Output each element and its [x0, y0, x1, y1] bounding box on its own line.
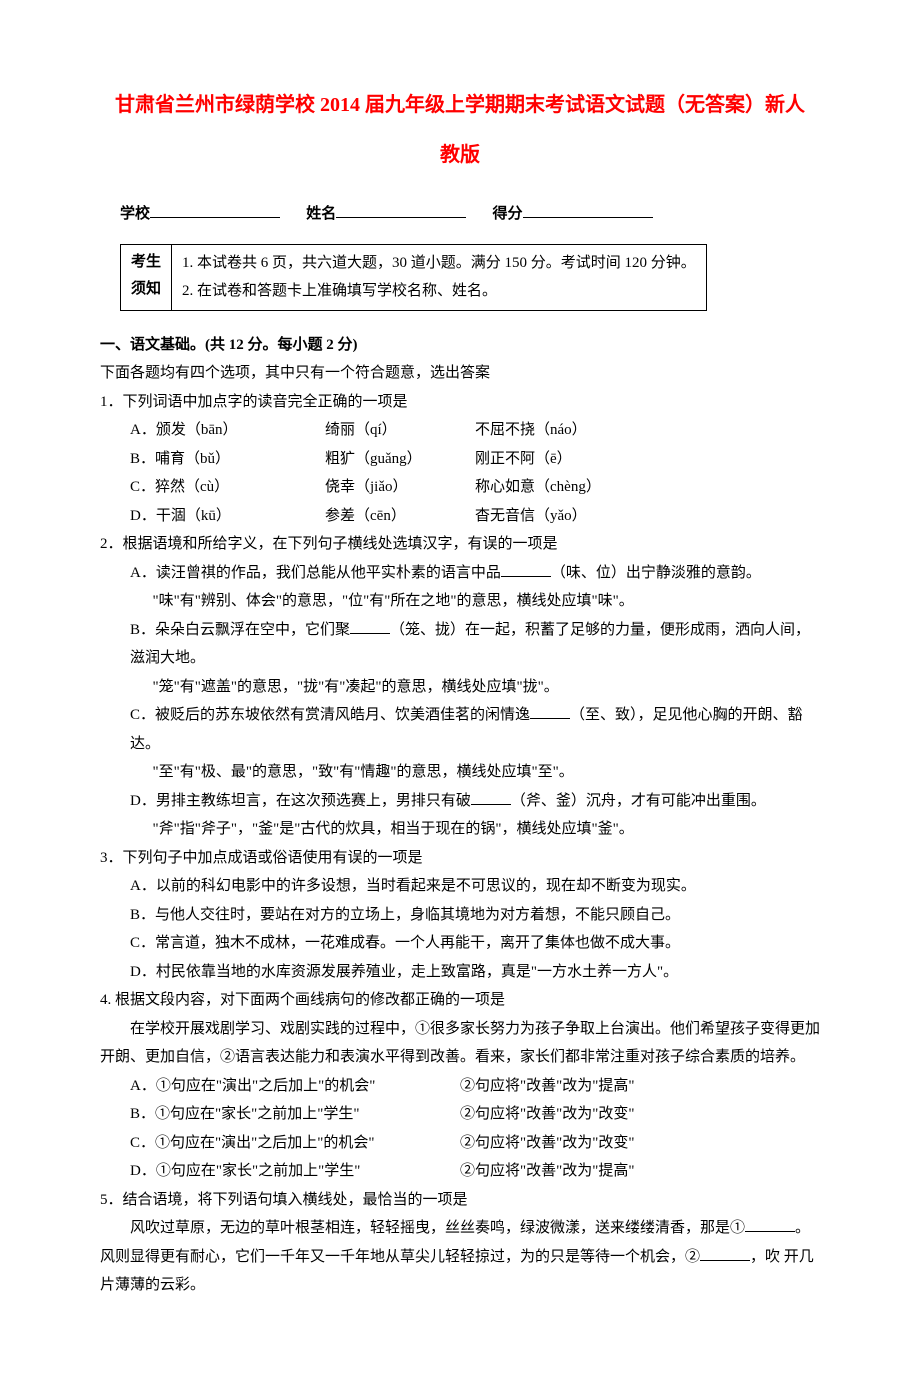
notice-item-1: 1. 本试卷共 6 页，共六道大题，30 道小题。满分 150 分。考试时间 1… — [182, 249, 696, 278]
q1-option-d: D．干涸（kū）参差（cēn）杳无音信（yǎo） — [100, 502, 820, 531]
section-1-intro: 下面各题均有四个选项，其中只有一个符合题意，选出答案 — [100, 359, 820, 388]
q2-a-hint: "味"有"辨别、体会"的意思，"位"有"所在之地"的意思，横线处应填"味"。 — [100, 587, 820, 616]
q1-stem: 1．下列词语中加点字的读音完全正确的一项是 — [100, 388, 820, 417]
q3-option-c: C．常言道，独木不成林，一花难成春。一个人再能干，离开了集体也做不成大事。 — [100, 929, 820, 958]
q1-option-a: A．颁发（bān）绮丽（qí）不屈不挠（náo） — [100, 416, 820, 445]
q2-d-hint: "斧"指"斧子"，"釜"是"古代的炊具，相当于现在的锅"，横线处应填"釜"。 — [100, 815, 820, 844]
blank — [471, 789, 511, 805]
blank-score — [523, 202, 653, 218]
section-1-heading: 一、语文基础。(共 12 分。每小题 2 分) — [100, 331, 820, 360]
q3-option-a: A．以前的科幻电影中的许多设想，当时看起来是不可思议的，现在却不断变为现实。 — [100, 872, 820, 901]
blank — [350, 618, 390, 634]
q2-option-b: B．朵朵白云飘浮在空中，它们聚（笼、拢）在一起，积蓄了足够的力量，便形成雨，洒向… — [100, 616, 820, 673]
q5-passage: 风吹过草原，无边的草叶根茎相连，轻轻摇曳，丝丝奏鸣，绿波微漾，送来缕缕清香，那是… — [100, 1214, 820, 1300]
label-name: 姓名 — [306, 206, 336, 222]
q4-option-b: B．①句应在"家长"之前加上"学生"②句应将"改善"改为"改变" — [100, 1100, 820, 1129]
document-title: 甘肃省兰州市绿荫学校 2014 届九年级上学期期末考试语文试题（无答案）新人 教… — [100, 80, 820, 180]
title-line-2: 教版 — [100, 130, 820, 180]
q2-stem: 2．根据语境和所给字义，在下列句子横线处选填汉字，有误的一项是 — [100, 530, 820, 559]
blank — [530, 703, 570, 719]
title-line-1: 甘肃省兰州市绿荫学校 2014 届九年级上学期期末考试语文试题（无答案）新人 — [100, 80, 820, 130]
notice-label: 考生须知 — [121, 244, 172, 310]
q3-stem: 3．下列句子中加点成语或俗语使用有误的一项是 — [100, 844, 820, 873]
q2-option-c: C．被贬后的苏东坡依然有赏清风皓月、饮美酒佳茗的闲情逸（至、致），足见他心胸的开… — [100, 701, 820, 758]
q4-option-a: A．①句应在"演出"之后加上"的机会"②句应将"改善"改为"提高" — [100, 1072, 820, 1101]
q1-option-c: C．猝然（cù）侥幸（jiǎo）称心如意（chèng） — [100, 473, 820, 502]
q2-option-a: A．读汪曾祺的作品，我们总能从他平实朴素的语言中品（味、位）出宁静淡雅的意韵。 — [100, 559, 820, 588]
q1-option-b: B．哺育（bǔ）粗犷（guǎng）刚正不阿（ē） — [100, 445, 820, 474]
notice-table: 考生须知 1. 本试卷共 6 页，共六道大题，30 道小题。满分 150 分。考… — [120, 244, 707, 311]
notice-item-2: 2. 在试卷和答题卡上准确填写学校名称、姓名。 — [182, 277, 696, 306]
form-line: 学校 姓名 得分 — [120, 200, 800, 229]
blank-school — [150, 202, 280, 218]
q2-b-hint: "笼"有"遮盖"的意思，"拢"有"凑起"的意思，横线处应填"拢"。 — [100, 673, 820, 702]
q4-stem: 4. 根据文段内容，对下面两个画线病句的修改都正确的一项是 — [100, 986, 820, 1015]
q4-passage: 在学校开展戏剧学习、戏剧实践的过程中，①很多家长努力为孩子争取上台演出。他们希望… — [100, 1015, 820, 1072]
q2-option-d: D．男排主教练坦言，在这次预选赛上，男排只有破（斧、釜）沉舟，才有可能冲出重围。 — [100, 787, 820, 816]
q5-stem: 5．结合语境，将下列语句填入横线处，最恰当的一项是 — [100, 1186, 820, 1215]
q4-option-d: D．①句应在"家长"之前加上"学生"②句应将"改善"改为"提高" — [100, 1157, 820, 1186]
q2-c-hint: "至"有"极、最"的意思，"致"有"情趣"的意思，横线处应填"至"。 — [100, 758, 820, 787]
blank-name — [336, 202, 466, 218]
label-score: 得分 — [493, 206, 523, 222]
blank — [700, 1245, 750, 1261]
notice-content: 1. 本试卷共 6 页，共六道大题，30 道小题。满分 150 分。考试时间 1… — [172, 244, 707, 310]
q3-option-b: B．与他人交往时，要站在对方的立场上，身临其境地为对方着想，不能只顾自己。 — [100, 901, 820, 930]
q3-option-d: D．村民依靠当地的水库资源发展养殖业，走上致富路，真是"一方水土养一方人"。 — [100, 958, 820, 987]
blank — [501, 561, 551, 577]
blank — [745, 1216, 795, 1232]
q4-option-c: C．①句应在"演出"之后加上"的机会"②句应将"改善"改为"改变" — [100, 1129, 820, 1158]
label-school: 学校 — [120, 206, 150, 222]
